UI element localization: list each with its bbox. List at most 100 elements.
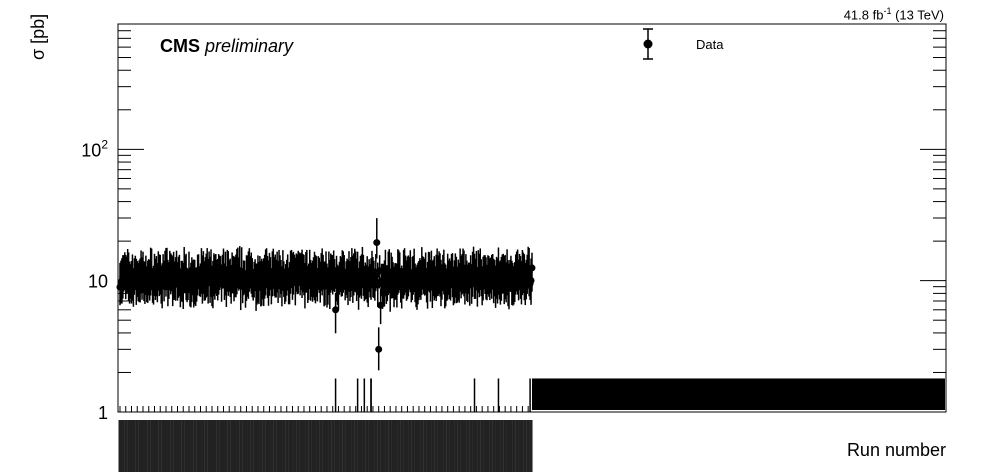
x-tick-label <box>437 420 441 472</box>
x-tick-label <box>339 420 343 472</box>
x-tick-label <box>201 420 205 472</box>
x-tick-label <box>239 420 243 472</box>
y-tick-label: 102 <box>81 137 108 160</box>
x-tick-label <box>446 420 450 472</box>
x-tick-label <box>230 420 234 472</box>
x-tick-label <box>495 420 499 472</box>
x-tick-label <box>311 420 315 472</box>
x-tick-label <box>124 420 128 472</box>
x-tick-label <box>181 420 185 472</box>
x-tick-label <box>190 420 194 472</box>
x-tick-label <box>265 420 269 472</box>
x-tick-label <box>526 420 530 472</box>
x-tick-label <box>253 420 257 472</box>
data-point <box>332 306 340 314</box>
x-tick-label <box>420 420 424 472</box>
x-tick-label <box>331 420 335 472</box>
x-tick-label <box>233 420 237 472</box>
x-tick-label <box>319 420 323 472</box>
x-tick-label <box>506 420 510 472</box>
y-tick-label: 10 <box>88 272 108 292</box>
x-tick-label <box>164 420 168 472</box>
x-tick-label <box>285 420 289 472</box>
x-tick-label <box>256 420 260 472</box>
x-tick-label <box>449 420 453 472</box>
x-tick-label <box>210 420 214 472</box>
x-tick-label <box>299 420 303 472</box>
data-point <box>527 277 535 285</box>
x-tick-label <box>382 420 386 472</box>
cms-label: CMS preliminary <box>160 36 294 56</box>
x-tick-label <box>385 420 389 472</box>
x-tick-label <box>224 420 228 472</box>
x-tick-label <box>388 420 392 472</box>
x-tick-label <box>365 420 369 472</box>
x-tick-label <box>127 420 131 472</box>
x-tick-label <box>129 420 133 472</box>
x-tick-label <box>371 420 375 472</box>
x-tick-label <box>328 420 332 472</box>
x-tick-label <box>440 420 444 472</box>
x-tick-label <box>193 420 197 472</box>
x-tick-label <box>509 420 513 472</box>
x-tick-label <box>512 420 516 472</box>
x-tick-label <box>276 420 280 472</box>
x-tick-label <box>150 420 154 472</box>
data-point <box>528 264 536 272</box>
empty-runs-block <box>532 378 945 410</box>
x-tick-label <box>336 420 340 472</box>
x-tick-label <box>187 420 191 472</box>
x-tick-label <box>221 420 225 472</box>
x-tick-label <box>262 420 266 472</box>
x-tick-label <box>305 420 309 472</box>
x-tick-label <box>474 420 478 472</box>
x-tick-label <box>213 420 217 472</box>
x-tick-label <box>414 420 418 472</box>
data-point <box>373 239 381 247</box>
x-tick-label <box>403 420 407 472</box>
x-tick-label <box>348 420 352 472</box>
x-tick-label <box>515 420 519 472</box>
x-tick-label <box>198 420 202 472</box>
legend-marker <box>643 39 653 49</box>
x-tick-label <box>247 420 251 472</box>
x-tick-label <box>316 420 320 472</box>
x-tick-label <box>279 420 283 472</box>
x-tick-label <box>155 420 159 472</box>
x-tick-label <box>351 420 355 472</box>
x-tick-label <box>463 420 467 472</box>
x-tick-label <box>480 420 484 472</box>
x-tick-label <box>196 420 200 472</box>
x-tick-label <box>342 420 346 472</box>
x-tick-label <box>454 420 458 472</box>
x-tick-label <box>282 420 286 472</box>
x-tick-label <box>293 420 297 472</box>
x-tick-label <box>135 420 139 472</box>
x-tick-label <box>244 420 248 472</box>
x-tick-label <box>374 420 378 472</box>
x-tick-label <box>170 420 174 472</box>
x-tick-label <box>173 420 177 472</box>
x-tick-label <box>377 420 381 472</box>
x-tick-label <box>497 420 501 472</box>
x-tick-label <box>236 420 240 472</box>
x-tick-label <box>489 420 493 472</box>
x-tick-label <box>443 420 447 472</box>
x-tick-label <box>290 420 294 472</box>
y-tick-label: 1 <box>98 403 108 423</box>
data-point <box>375 345 383 353</box>
x-tick-label <box>483 420 487 472</box>
x-tick-label <box>270 420 274 472</box>
x-tick-label <box>147 420 151 472</box>
x-tick-label <box>219 420 223 472</box>
x-axis-label: Run number <box>846 440 946 460</box>
x-tick-label <box>158 420 162 472</box>
x-tick-label <box>296 420 300 472</box>
x-tick-label <box>132 420 136 472</box>
x-tick-labels <box>118 420 533 472</box>
x-tick-label <box>250 420 254 472</box>
x-tick-label <box>469 420 473 472</box>
x-tick-label <box>529 420 533 472</box>
x-tick-label <box>492 420 496 472</box>
